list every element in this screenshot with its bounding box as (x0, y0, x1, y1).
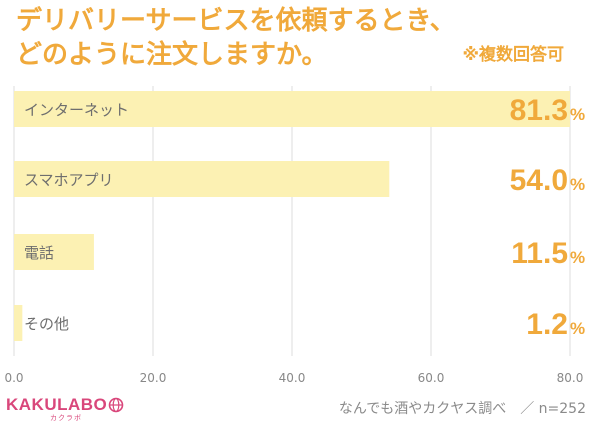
kakulabo-logo: KAKULABO カクラボ (6, 396, 124, 424)
category-label: インターネット (24, 101, 129, 119)
value-label: 54.0 (510, 164, 568, 197)
multiple-answer-note: ※複数回答可 (462, 45, 564, 65)
value-unit: % (570, 175, 585, 194)
x-tick-label: 60.0 (418, 371, 445, 385)
globe-icon (108, 397, 124, 413)
bar (14, 161, 390, 197)
chart-title-line-1: デリバリーサービスを依頼するとき、 (16, 6, 456, 36)
bar (14, 305, 23, 341)
logo-text: KAKULABO (6, 395, 108, 414)
value-label: 1.2 (526, 308, 568, 341)
x-tick-label: 20.0 (140, 371, 167, 385)
category-label: その他 (24, 315, 69, 333)
chart-title: デリバリーサービスを依頼するとき、 どのように注文しますか。 (16, 4, 596, 72)
x-tick-label: 0.0 (4, 371, 23, 385)
x-tick-label: 80.0 (557, 371, 584, 385)
category-label: 電話 (24, 244, 54, 262)
value-label: 11.5 (511, 237, 568, 270)
bar (14, 91, 570, 127)
source-note: なんでも酒やカクヤス調べ ／ n=252 (338, 401, 586, 417)
logo-subtext: カクラボ (50, 414, 82, 422)
x-tick-label: 40.0 (279, 371, 306, 385)
value-unit: % (570, 105, 585, 124)
bar (14, 234, 94, 270)
value-unit: % (570, 248, 585, 267)
category-label: スマホアプリ (24, 171, 114, 189)
value-label: 81.3 (510, 94, 568, 127)
value-unit: % (570, 319, 585, 338)
chart-title-line-2: どのように注文しますか。 (16, 40, 328, 70)
